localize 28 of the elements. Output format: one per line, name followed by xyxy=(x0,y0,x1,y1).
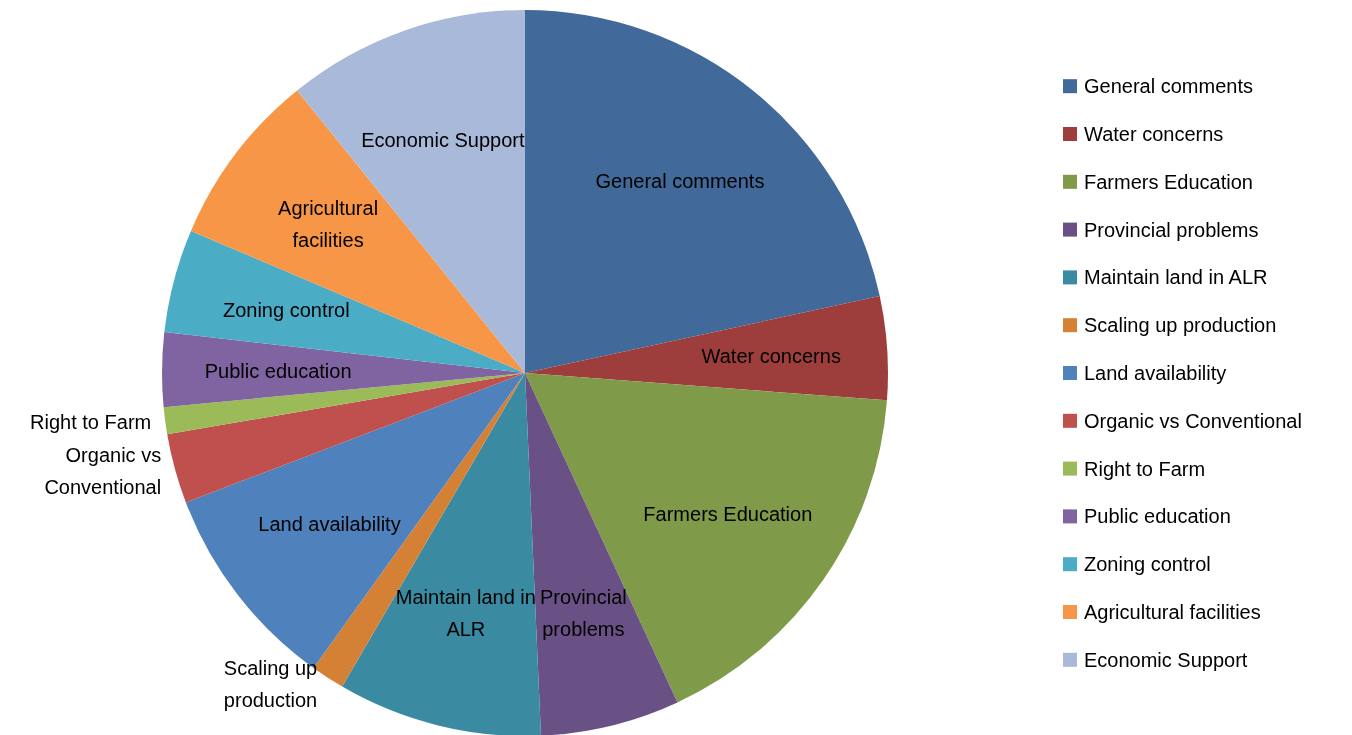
slice-label: Right to Farm xyxy=(30,410,152,433)
legend-label: Farmers Education xyxy=(1084,170,1253,193)
legend-label: Scaling up production xyxy=(1084,314,1277,337)
legend-label: Provincial problems xyxy=(1084,218,1259,241)
legend-label: Maintain land in ALR xyxy=(1084,266,1268,289)
legend-label: Organic vs Conventional xyxy=(1084,409,1302,432)
legend-label: Agricultural facilities xyxy=(1084,601,1261,623)
slice-label: Zoning control xyxy=(222,299,350,322)
legend-label: Public education xyxy=(1084,505,1231,528)
slice-label: Economic Support xyxy=(361,129,525,152)
legend-label: Water concerns xyxy=(1084,123,1224,145)
pie-slice xyxy=(525,10,880,373)
slice-label: Land availability xyxy=(258,512,401,535)
slice-label: Water concerns xyxy=(701,344,841,367)
pie-slice xyxy=(525,296,888,401)
legend-label: General comments xyxy=(1084,75,1253,98)
legend-label: Land availability xyxy=(1084,362,1227,384)
legend-label: Right to Farm xyxy=(1084,457,1206,480)
slice-label: Maintain land in ALR xyxy=(395,585,536,640)
legend-label: Zoning control xyxy=(1084,553,1211,576)
slice-label: Farmers Education xyxy=(643,502,813,525)
slice-label: Public education xyxy=(204,359,352,382)
legend-label: Economic Support xyxy=(1084,648,1248,671)
slice-label: Scaling up production xyxy=(223,657,318,712)
slice-label: Organic vs Conventional xyxy=(44,443,162,498)
slice-label: General comments xyxy=(595,169,765,192)
slice-label: Agricultural facilities xyxy=(278,197,379,252)
slice-label: Provincial problems xyxy=(540,585,627,640)
